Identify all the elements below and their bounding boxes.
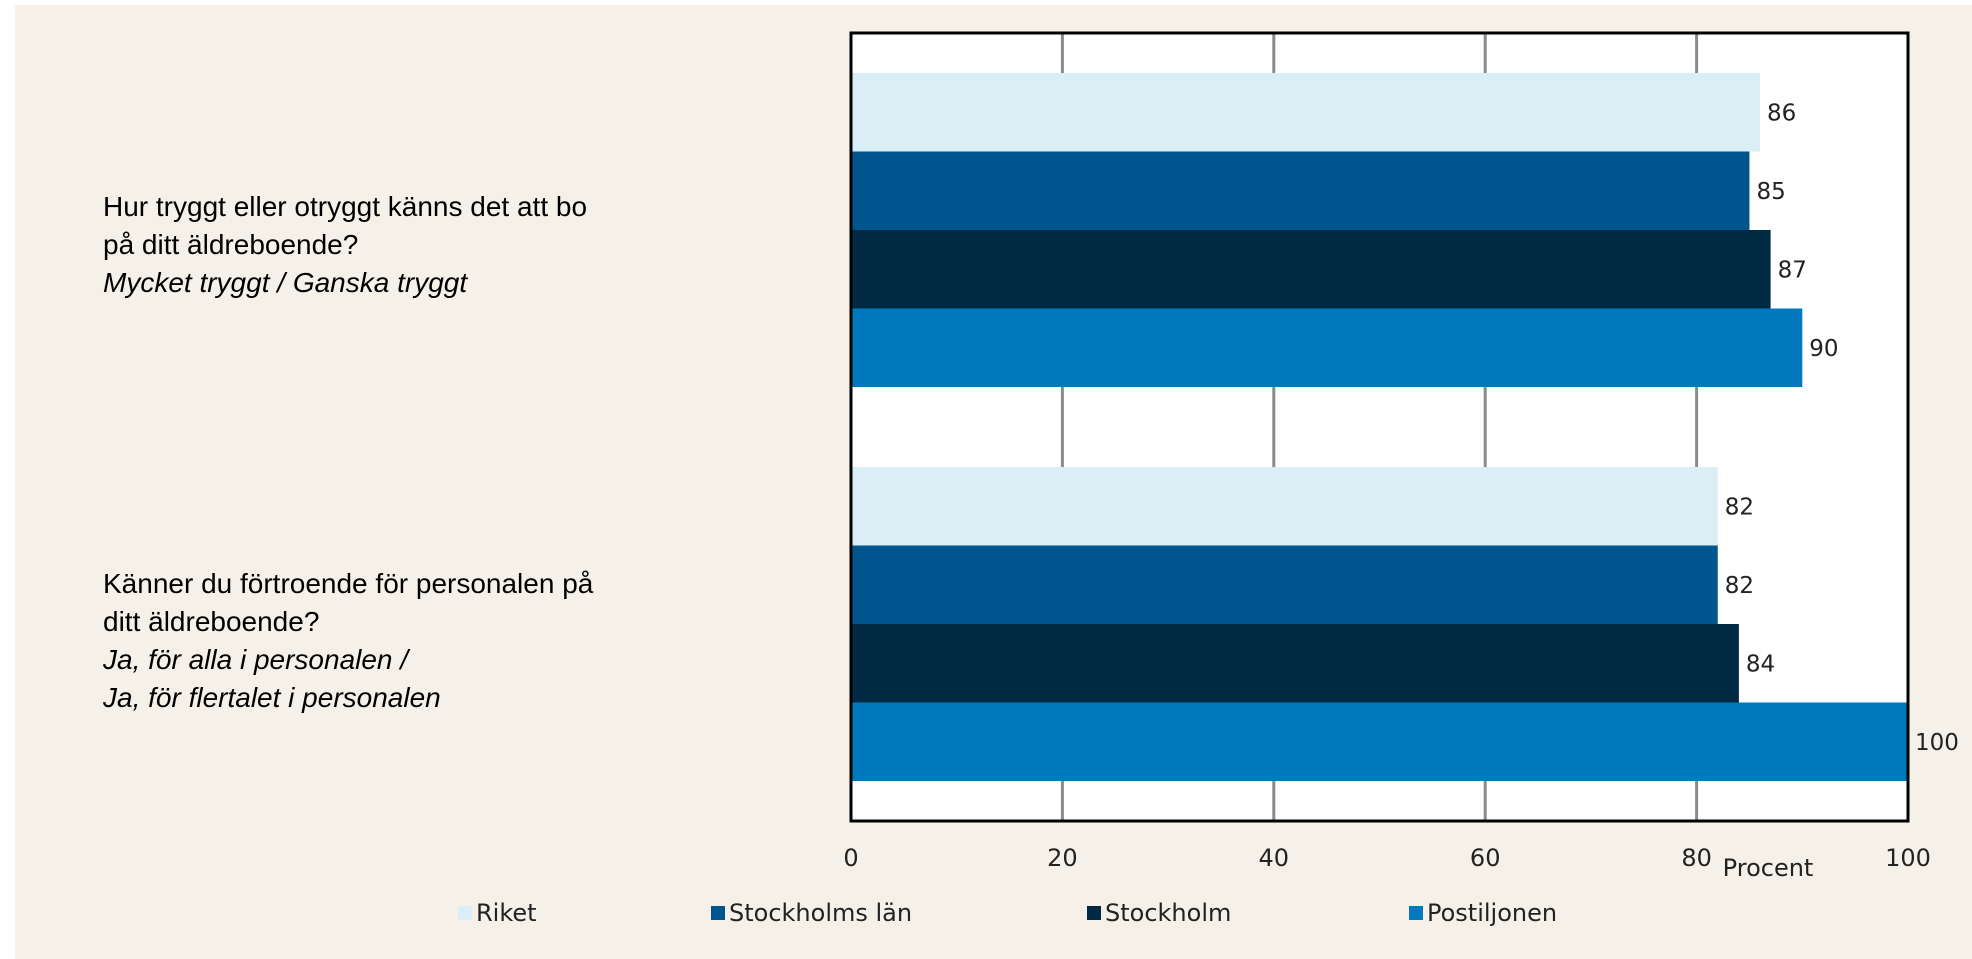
legend-label: Stockholms län <box>729 899 913 927</box>
data-label: 82 <box>1725 573 1754 599</box>
x-tick-label: 80 <box>1681 844 1712 872</box>
bar <box>851 702 1908 781</box>
legend-item: Stockholm <box>1087 898 1231 928</box>
bar <box>851 73 1761 152</box>
legend-item: Postiljonen <box>1409 898 1557 928</box>
bar <box>851 467 1718 546</box>
x-tick-label: 100 <box>1885 844 1931 872</box>
bar <box>851 151 1750 230</box>
x-tick-label: 60 <box>1470 844 1501 872</box>
x-tick-label: 40 <box>1259 844 1290 872</box>
legend-swatch <box>711 906 725 920</box>
legend-item: Stockholms län <box>711 898 912 928</box>
legend-item: Riket <box>458 898 537 928</box>
data-label: 85 <box>1756 179 1785 205</box>
question-text: Hur tryggt eller otryggt känns det att b… <box>103 191 588 222</box>
data-label: 87 <box>1778 257 1807 283</box>
answer-text: Ja, för flertalet i personalen <box>103 682 441 713</box>
data-label: 100 <box>1915 730 1959 756</box>
legend-swatch <box>1087 906 1101 920</box>
question-text: Känner du förtroende för personalen på <box>103 568 594 599</box>
x-tick-label: 20 <box>1047 844 1078 872</box>
bar <box>851 545 1718 624</box>
bar <box>851 624 1739 703</box>
legend-label: Riket <box>476 899 537 927</box>
answer-text: Mycket tryggt / Ganska tryggt <box>103 267 468 298</box>
data-label: 86 <box>1767 100 1796 126</box>
legend-label: Postiljonen <box>1427 899 1558 927</box>
x-tick-label: 0 <box>843 844 858 872</box>
legend-swatch <box>1409 906 1423 920</box>
plot-frame <box>849 31 1910 823</box>
question-text: ditt äldreboende? <box>103 606 320 637</box>
question-1: Hur tryggt eller otryggt känns det att b… <box>103 188 703 302</box>
legend-swatch <box>458 906 472 920</box>
bar <box>851 308 1803 387</box>
data-label: 82 <box>1725 494 1754 520</box>
bar <box>851 230 1771 309</box>
data-label: 84 <box>1746 651 1775 677</box>
legend-label: Stockholm <box>1105 899 1232 927</box>
question-text: på ditt äldreboende? <box>103 229 359 260</box>
question-2: Känner du förtroende för personalen på d… <box>103 565 703 717</box>
answer-text: Ja, för alla i personalen / <box>103 644 409 675</box>
data-label: 90 <box>1809 336 1838 362</box>
x-axis-label: Procent <box>1723 854 1814 882</box>
